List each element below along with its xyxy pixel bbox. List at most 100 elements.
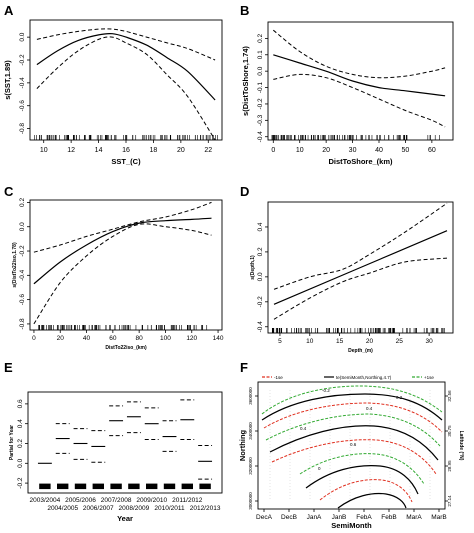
y-tick-label: -0.1 bbox=[257, 82, 264, 94]
upper-ci-line bbox=[273, 202, 448, 290]
plot-frame bbox=[29, 19, 223, 141]
year-category-label: 2003/2004 bbox=[30, 497, 61, 504]
y-axis-label: s(DistToShore,1.74) bbox=[241, 46, 250, 116]
x-tick-label: JanA bbox=[307, 514, 322, 521]
y-tick-label: 3200000 bbox=[248, 457, 253, 475]
x-axis-label: DistToShore_(km) bbox=[328, 157, 393, 166]
lower-ci-line bbox=[33, 223, 212, 325]
y-tick-label: 3600000 bbox=[248, 387, 253, 405]
x-tick-label: 14 bbox=[95, 147, 103, 154]
year-rug-block bbox=[110, 483, 122, 490]
x-tick-label: 25 bbox=[396, 338, 404, 345]
y-axis-label: Partial for Year bbox=[9, 425, 15, 460]
panel-letter: E bbox=[4, 360, 13, 375]
y2-tick-label: 28.95 bbox=[447, 460, 452, 472]
lower-ci-line bbox=[36, 36, 216, 140]
x-tick-label: 20 bbox=[366, 338, 374, 345]
smooth-fit-line bbox=[33, 217, 212, 285]
y-tick-label: -0.4 bbox=[19, 269, 26, 281]
y-tick-label: -0.2 bbox=[19, 54, 26, 66]
smooth-fit-line bbox=[273, 230, 448, 305]
panel-letter: F bbox=[240, 360, 248, 375]
y-tick-label: -0.2 bbox=[17, 477, 24, 489]
x-tick-label: 120 bbox=[186, 335, 197, 342]
y-tick-label: 3400000 bbox=[248, 422, 253, 440]
y-tick-label: -0.4 bbox=[257, 321, 264, 333]
x-tick-label: 40 bbox=[375, 147, 383, 154]
y-tick-label: 0.4 bbox=[257, 222, 264, 231]
y-tick-label: 0.2 bbox=[17, 439, 24, 448]
panel-d: 5 10 15 20 25 30 0.4 0.2 0.0 -0.2 -0.4 Depth_(m) s(D… bbox=[240, 184, 454, 354]
x-axis-label: SemiMonth bbox=[331, 521, 372, 530]
y-tick-label: -0.6 bbox=[19, 294, 26, 306]
y-tick-label: 0.2 bbox=[19, 198, 26, 207]
upper-ci-line bbox=[272, 29, 446, 79]
panel-a: 10 12 14 16 18 20 22 0.0 -0.2 -0.4 -0.6 -0.8 SST_(C)… bbox=[3, 3, 223, 166]
contour-line bbox=[265, 413, 441, 447]
contour-line bbox=[337, 492, 407, 509]
contour-label: 0.4 bbox=[300, 426, 307, 431]
panel-letter: A bbox=[4, 3, 14, 18]
contour-line bbox=[319, 479, 413, 503]
x-tick-label: 18 bbox=[150, 147, 158, 154]
x-tick-label: 0 bbox=[32, 335, 36, 342]
y2-tick-label: 27.14 bbox=[447, 495, 452, 507]
contour-line bbox=[269, 425, 439, 461]
x-tick-label: 20 bbox=[177, 147, 185, 154]
legend-entry: +1se bbox=[424, 375, 434, 380]
year-rug-block bbox=[199, 483, 211, 490]
plot-frame bbox=[257, 381, 446, 510]
year-category-label: 2012/2013 bbox=[190, 505, 221, 512]
x-tick-label: 12 bbox=[67, 147, 75, 154]
x-tick-label: JanB bbox=[332, 514, 347, 521]
smooth-fit-line bbox=[36, 32, 216, 101]
y-axis-label: s(DistTo22iso,1.78) bbox=[12, 242, 18, 288]
x-tick-label: 20 bbox=[322, 147, 330, 154]
contour-line bbox=[261, 385, 443, 415]
x-tick-label: 10 bbox=[306, 338, 314, 345]
y-tick-label: 0.4 bbox=[17, 419, 24, 428]
y-tick-label: -0.4 bbox=[19, 77, 26, 89]
y-tick-label: -0.8 bbox=[19, 318, 26, 330]
contour-label: 0 bbox=[318, 466, 321, 471]
year-rug-block bbox=[92, 483, 104, 490]
contour-label: 0.4 bbox=[366, 406, 373, 411]
year-category-label: 2004/2005 bbox=[47, 505, 78, 512]
y-tick-label: 0.0 bbox=[257, 272, 264, 281]
panel-letter: B bbox=[240, 3, 249, 18]
x-tick-label: 10 bbox=[296, 147, 304, 154]
legend-entry: -1se bbox=[274, 375, 283, 380]
y-tick-label: 0.2 bbox=[257, 247, 264, 256]
contour-label: 0.6 bbox=[350, 442, 357, 447]
y-tick-label: -0.2 bbox=[257, 98, 264, 110]
year-category-label: 2009/2010 bbox=[136, 497, 167, 504]
x-tick-label: 50 bbox=[402, 147, 410, 154]
y-tick-label: 0.0 bbox=[17, 458, 24, 467]
smooth-fit-line bbox=[273, 54, 446, 97]
x-tick-label: DecA bbox=[256, 514, 273, 521]
y-tick-label: -0.6 bbox=[19, 100, 26, 112]
x-tick-label: MarB bbox=[431, 514, 447, 521]
year-category-label: 2011/2012 bbox=[172, 497, 203, 504]
year-rug-block bbox=[128, 483, 140, 490]
y-tick-label: 3000000 bbox=[248, 492, 253, 510]
panel-e: 0.6 0.4 0.2 0.0 -0.2 2003/20042004/20052005/2… bbox=[4, 360, 223, 523]
contour-line bbox=[299, 453, 425, 485]
year-rug-block bbox=[163, 483, 176, 490]
lower-ci-line bbox=[273, 73, 446, 128]
panel-letter: D bbox=[240, 184, 249, 199]
contour-line bbox=[263, 402, 443, 433]
panel-letter: C bbox=[4, 184, 14, 199]
x-tick-label: 16 bbox=[122, 147, 130, 154]
x-tick-label: 0 bbox=[271, 147, 275, 154]
year-category-label: 2006/2007 bbox=[83, 505, 114, 512]
y-tick-label: 0.0 bbox=[19, 32, 26, 41]
x-tick-label: 60 bbox=[428, 147, 436, 154]
legend-entry: te(SemiMonth,Northing,4.7) bbox=[336, 375, 392, 380]
year-category-label: 2008/2009 bbox=[119, 505, 150, 512]
y2-axis-label: Latitude (°N) bbox=[458, 431, 464, 461]
panel-c: 0 20 40 60 80 100 120 140 0.2 0.0 -0.2 -0.4 -0.6 -0.8… bbox=[4, 184, 224, 351]
x-axis-label: SST_(C) bbox=[111, 157, 141, 166]
y-tick-label: -0.3 bbox=[257, 114, 264, 126]
